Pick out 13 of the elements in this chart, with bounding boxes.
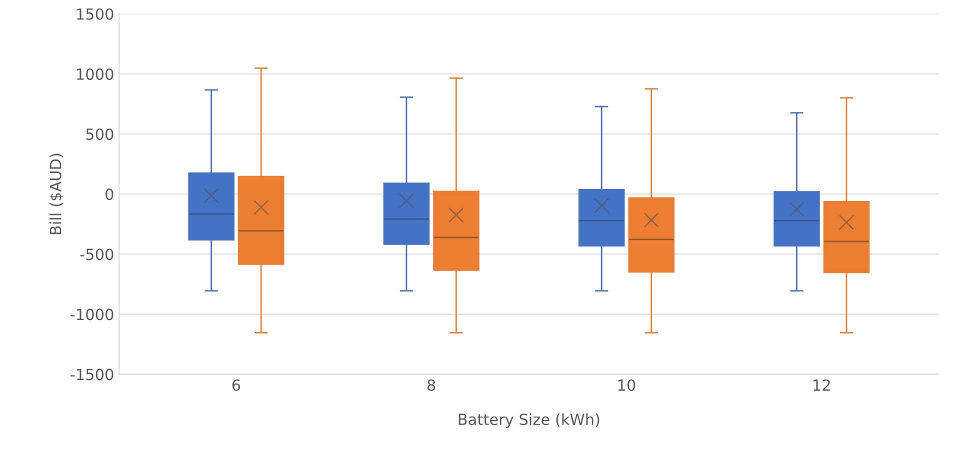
y-tick-label: 1500 <box>77 8 114 20</box>
y-tick-label: 0 <box>106 188 114 200</box>
y-axis-title: Bill ($AUD) <box>50 154 64 234</box>
x-axis-title: Battery Size (kWh) <box>458 413 600 428</box>
y-tick-label: -1500 <box>70 368 114 380</box>
y-tick-label: 500 <box>86 128 114 140</box>
y-tick-label: -1000 <box>70 308 114 320</box>
x-tick-label: 6 <box>232 379 240 391</box>
x-tick-label: 8 <box>428 379 436 391</box>
y-tick-label: 1000 <box>77 68 114 80</box>
x-tick-label: 10 <box>618 379 636 391</box>
y-tick-label: -500 <box>80 248 114 260</box>
x-tick-label: 12 <box>814 379 830 391</box>
